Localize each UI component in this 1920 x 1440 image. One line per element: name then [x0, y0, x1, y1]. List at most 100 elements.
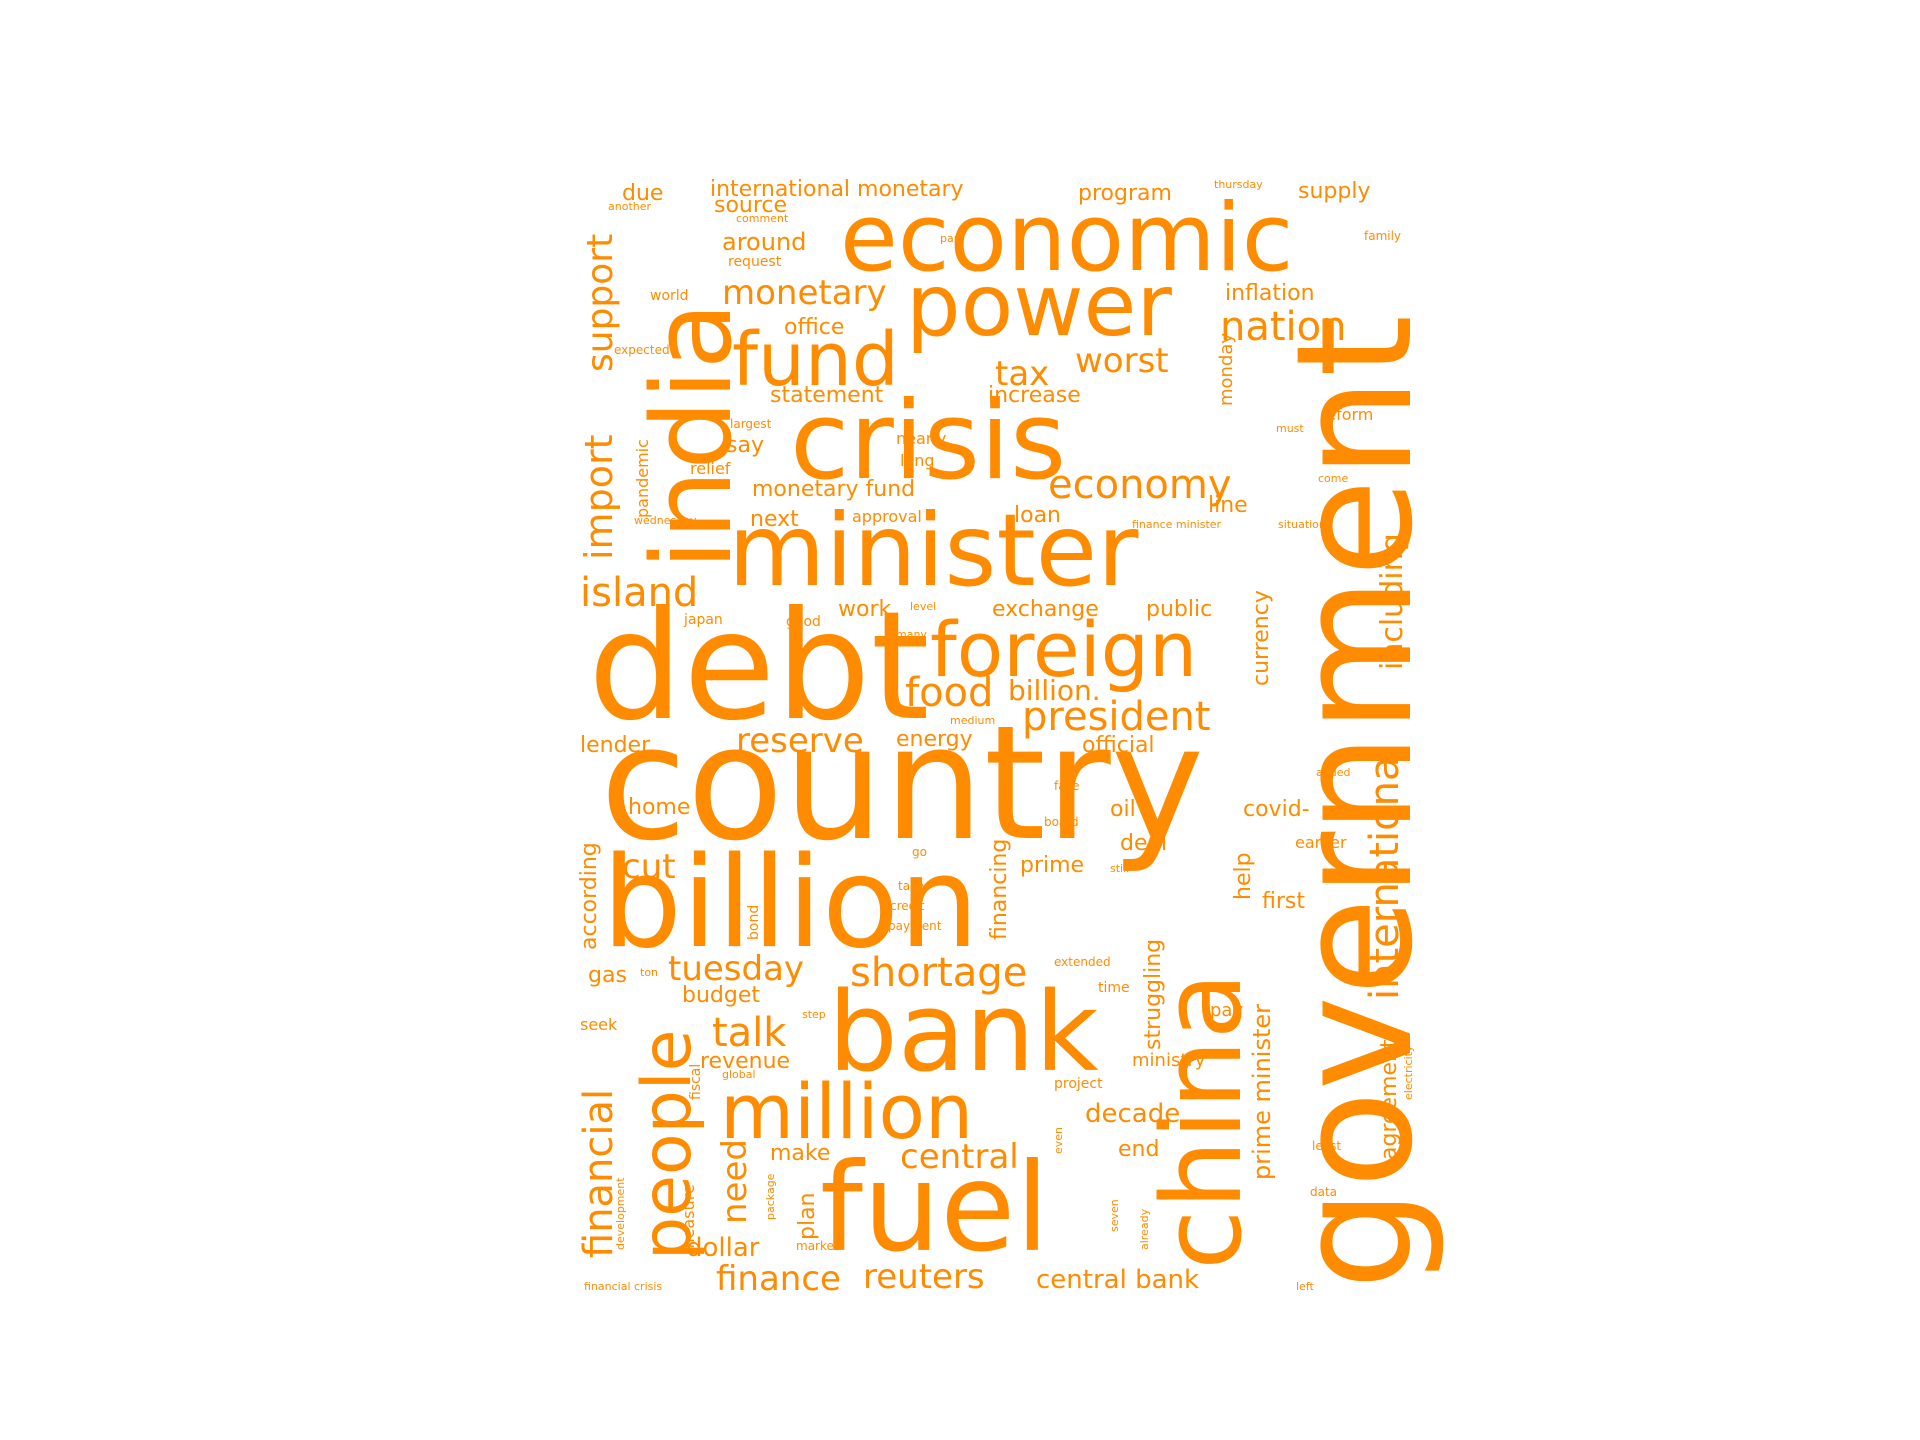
word-official: official: [1082, 733, 1155, 758]
word-economy: economy: [1048, 462, 1232, 508]
word-family: family: [1364, 229, 1401, 243]
word-deal: deal: [1120, 831, 1167, 856]
word-ton: ton: [640, 966, 658, 979]
word-nation: nation: [1220, 304, 1346, 350]
word-electricity: electricity: [1402, 1045, 1415, 1100]
word-support: support: [580, 234, 621, 372]
word-country: country: [600, 692, 1204, 876]
word-left: left: [1296, 1280, 1315, 1293]
word-end: end: [1118, 1137, 1159, 1162]
word-monday: monday: [1216, 333, 1237, 406]
word-next: next: [750, 507, 799, 532]
word-largest: largest: [730, 417, 772, 431]
word-credit: credit: [890, 899, 925, 913]
word-earlier: earlier: [1295, 833, 1347, 852]
word-power: power: [906, 256, 1172, 356]
word-island: island: [580, 570, 698, 616]
word-bond: bond: [746, 905, 762, 940]
word-people: people: [628, 1030, 707, 1261]
word-food: food: [905, 670, 993, 716]
word-fund: fund: [732, 317, 899, 403]
word-dollar: dollar: [686, 1233, 760, 1263]
word-project: project: [1054, 1076, 1103, 1092]
word-financial: financial: [576, 1089, 622, 1258]
word-struggling: struggling: [1141, 939, 1166, 1050]
word-china: china: [1138, 972, 1266, 1270]
word-office: office: [784, 315, 844, 340]
word-board: board: [1044, 815, 1079, 829]
word-monetary: monetary: [722, 273, 887, 313]
word-worst: worst: [1075, 341, 1169, 381]
word-nearly: nearly: [896, 429, 946, 448]
word-bank: bank: [828, 968, 1099, 1096]
word-india: india: [628, 302, 756, 570]
word-talk: talk: [712, 1010, 787, 1056]
word-level: level: [910, 600, 936, 613]
word-decade: decade: [1085, 1099, 1180, 1129]
word-thursday: thursday: [1214, 178, 1263, 191]
word-measure: measure: [679, 1184, 698, 1254]
word-program: program: [1078, 181, 1172, 206]
word-finance: finance: [716, 1259, 841, 1299]
word-good: good: [786, 614, 821, 630]
word-comment: comment: [736, 212, 789, 225]
word-package: package: [764, 1173, 777, 1220]
word-expected: expected: [614, 343, 670, 357]
word-request: request: [728, 254, 782, 270]
word-oil: oil: [1110, 797, 1136, 822]
word-financing: financing: [987, 839, 1012, 940]
word-japan: japan: [683, 612, 723, 628]
word-situation: situation: [1278, 518, 1326, 531]
word-around: around: [722, 228, 806, 256]
word-first: first: [1262, 889, 1305, 914]
word-go: go: [912, 845, 927, 859]
word-government: government: [1261, 315, 1448, 1290]
word-ministry: ministry: [1132, 1050, 1206, 1071]
word-take: take: [898, 879, 924, 893]
word-statement: statement: [770, 383, 884, 408]
word-already: already: [1138, 1208, 1151, 1250]
word-currency: currency: [1249, 590, 1274, 686]
word-debt: debt: [588, 580, 930, 754]
word-monetary-fund: monetary fund: [752, 477, 915, 502]
word-budget: budget: [682, 983, 760, 1008]
word-public: public: [1146, 597, 1212, 622]
word-reform: reform: [1320, 405, 1373, 424]
word-home: home: [628, 795, 690, 820]
word-revenue: revenue: [700, 1049, 790, 1074]
word-loan: loan: [1014, 503, 1061, 528]
word-exchange: exchange: [992, 597, 1099, 622]
word-financial-crisis: financial crisis: [584, 1280, 662, 1293]
word-central-bank: central bank: [1036, 1265, 1199, 1295]
word-according: according: [577, 842, 602, 950]
word-prime: prime: [1020, 853, 1084, 878]
word-time: time: [1098, 980, 1130, 996]
word-long: long: [900, 451, 935, 470]
word-seven: seven: [1108, 1199, 1121, 1232]
word-medium: medium: [950, 714, 995, 727]
word-due: due: [622, 181, 663, 206]
word-wednesday: wednesday: [634, 514, 697, 527]
word-energy: energy: [896, 727, 973, 752]
word-global: global: [722, 1068, 756, 1081]
word-pandemic: pandemic: [633, 439, 652, 518]
word-another: another: [608, 200, 651, 213]
word-relief: relief: [690, 459, 731, 478]
word-agreement: agreement: [1377, 1039, 1402, 1160]
word-increase: increase: [988, 383, 1081, 408]
word-come: come: [1318, 472, 1348, 485]
word-cut: cut: [622, 847, 676, 887]
word-inflation: inflation: [1225, 281, 1315, 306]
word-reserve: reserve: [736, 721, 864, 761]
word-work: work: [838, 597, 891, 622]
word-tax: tax: [995, 354, 1049, 394]
word-many: many: [896, 628, 927, 641]
word-pay: pay: [1210, 1000, 1243, 1021]
word-finance-minister: finance minister: [1132, 518, 1222, 531]
word-fuel: fuel: [820, 1137, 1049, 1279]
word-crisis: crisis: [790, 379, 1066, 504]
word-supply: supply: [1298, 179, 1370, 204]
word-make: make: [770, 1141, 830, 1166]
word-development: development: [614, 1177, 627, 1250]
word-economic: economic: [840, 184, 1293, 293]
